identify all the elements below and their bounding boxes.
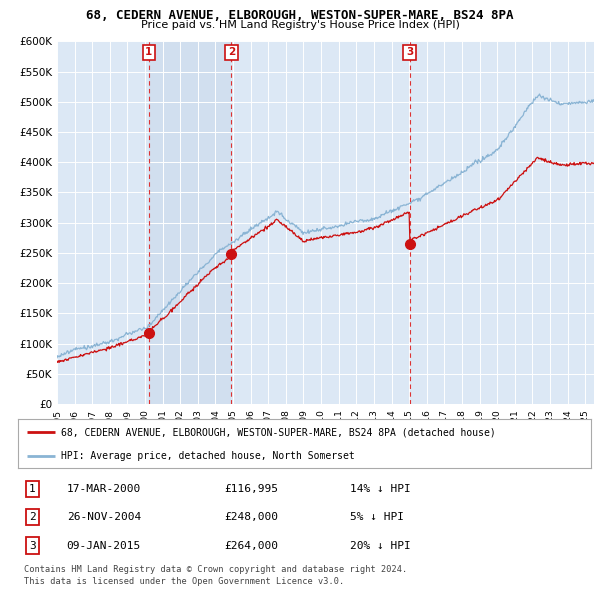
Text: 1: 1: [29, 484, 36, 494]
Text: 2: 2: [29, 512, 36, 522]
Text: 5% ↓ HPI: 5% ↓ HPI: [350, 512, 404, 522]
Text: HPI: Average price, detached house, North Somerset: HPI: Average price, detached house, Nort…: [61, 451, 355, 461]
Text: 68, CEDERN AVENUE, ELBOROUGH, WESTON-SUPER-MARE, BS24 8PA: 68, CEDERN AVENUE, ELBOROUGH, WESTON-SUP…: [86, 9, 514, 22]
Bar: [149, 41, 232, 404]
Text: This data is licensed under the Open Government Licence v3.0.: This data is licensed under the Open Gov…: [24, 577, 344, 586]
Text: 3: 3: [406, 47, 413, 57]
Text: 1: 1: [145, 47, 152, 57]
Text: 17-MAR-2000: 17-MAR-2000: [67, 484, 141, 494]
Bar: [232, 41, 410, 404]
Text: 68, CEDERN AVENUE, ELBOROUGH, WESTON-SUPER-MARE, BS24 8PA (detached house): 68, CEDERN AVENUE, ELBOROUGH, WESTON-SUP…: [61, 427, 496, 437]
Text: 09-JAN-2015: 09-JAN-2015: [67, 540, 141, 550]
Text: £116,995: £116,995: [224, 484, 278, 494]
Text: Price paid vs. HM Land Registry's House Price Index (HPI): Price paid vs. HM Land Registry's House …: [140, 20, 460, 30]
Text: £248,000: £248,000: [224, 512, 278, 522]
Text: Contains HM Land Registry data © Crown copyright and database right 2024.: Contains HM Land Registry data © Crown c…: [24, 565, 407, 574]
Text: 26-NOV-2004: 26-NOV-2004: [67, 512, 141, 522]
Text: 20% ↓ HPI: 20% ↓ HPI: [350, 540, 411, 550]
Text: 14% ↓ HPI: 14% ↓ HPI: [350, 484, 411, 494]
Text: 2: 2: [228, 47, 235, 57]
Text: 3: 3: [29, 540, 36, 550]
Text: £264,000: £264,000: [224, 540, 278, 550]
